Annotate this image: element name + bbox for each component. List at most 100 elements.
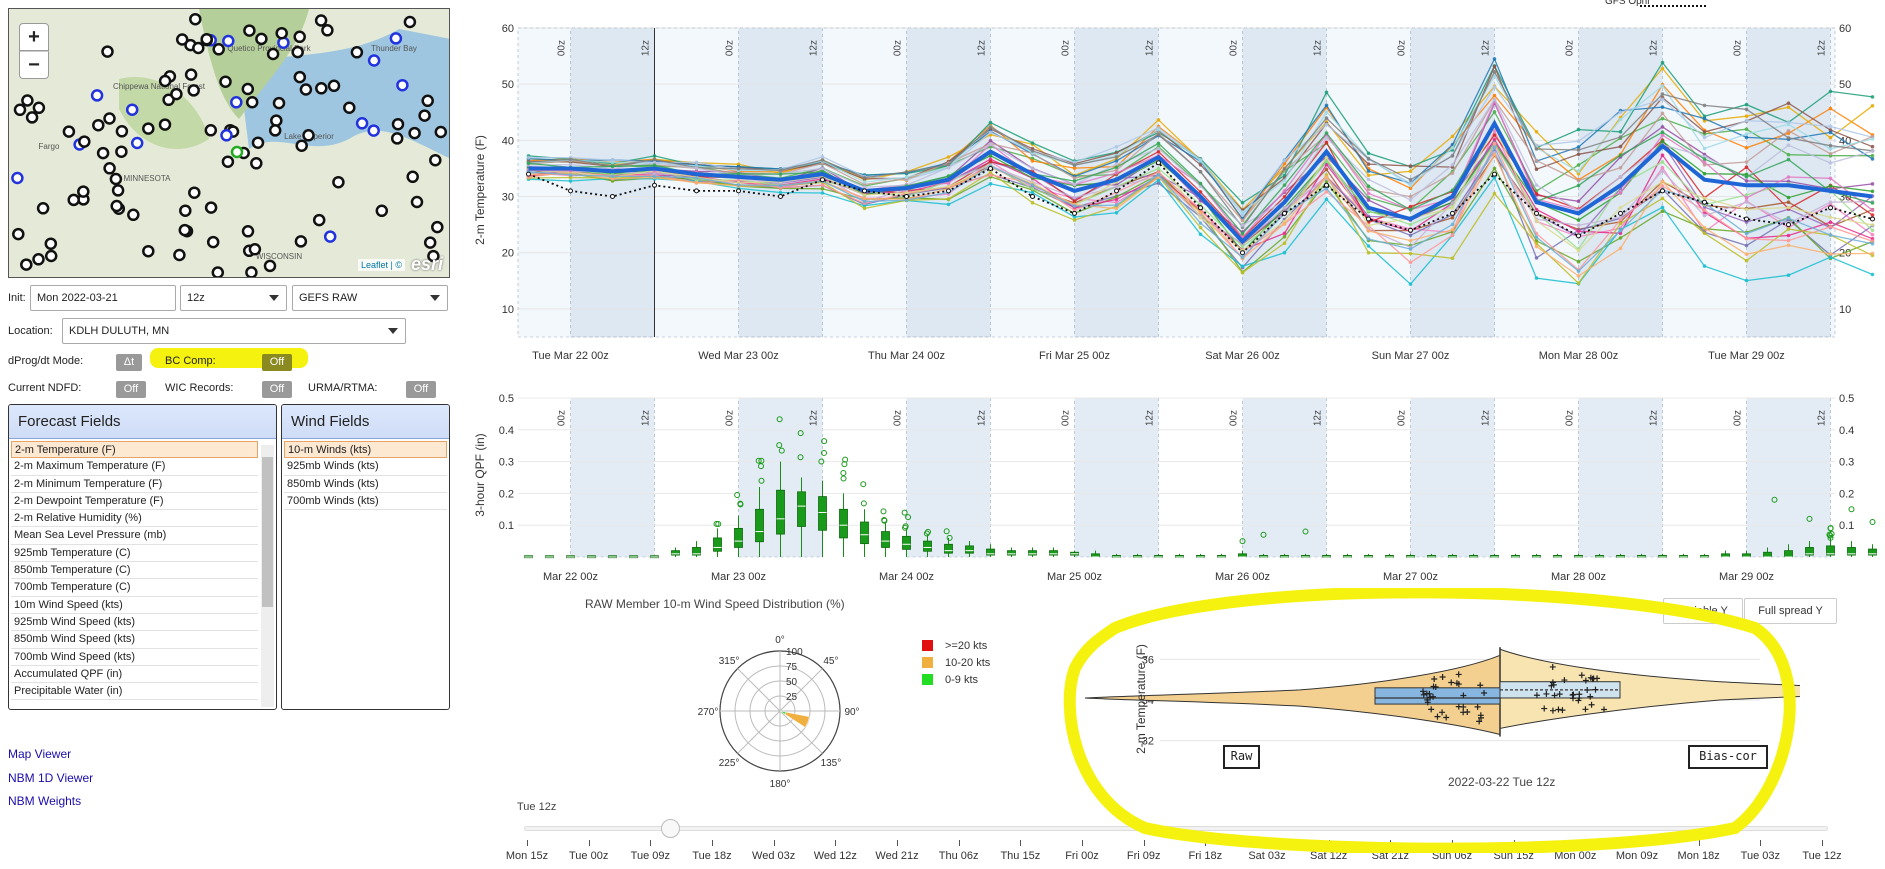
ensemble-member-point xyxy=(1744,252,1749,257)
ensemble-member-point xyxy=(862,176,867,180)
band-label-00z: 00z xyxy=(893,410,904,426)
init-hour-select[interactable]: 12z xyxy=(180,285,287,311)
station-marker xyxy=(115,145,128,158)
slider-tick-label: Sun 06z xyxy=(1431,850,1473,862)
ensemble-member-point xyxy=(1450,146,1455,150)
wind-rose-chart[interactable]: 100 75 50 25 0° 45° 90° 135° 180° 225° 270° 315° xyxy=(690,620,890,800)
gfs-opnl-point xyxy=(820,177,825,183)
ensemble-member-point xyxy=(1576,139,1581,143)
ensemble-member-point xyxy=(1828,143,1833,148)
ensemble-member-point xyxy=(1282,231,1287,236)
station-marker xyxy=(434,125,448,139)
station-marker xyxy=(110,199,123,213)
ensemble-member-point xyxy=(1702,116,1707,121)
legend-entry[interactable]: >=20 kts xyxy=(922,637,990,654)
forecast-field-item[interactable]: Accumulated QPF (in) xyxy=(11,666,258,684)
ensemble-member-point xyxy=(1408,169,1413,174)
forecast-field-item[interactable]: 700mb Wind Speed (kts) xyxy=(11,649,258,666)
forecast-field-item[interactable]: 850mb Temperature (C) xyxy=(11,562,258,580)
forecast-field-item[interactable]: 2-m Temperature (F) xyxy=(11,441,258,459)
ensemble-member-point xyxy=(1828,184,1833,188)
dprog-toggle[interactable]: Δt xyxy=(116,354,142,371)
location-select[interactable]: KDLH DULUTH, MN xyxy=(62,318,406,344)
ensemble-member-point xyxy=(820,183,825,187)
model-select[interactable]: GEFS RAW xyxy=(292,285,448,311)
time-slider-track[interactable] xyxy=(524,826,1828,831)
wind-field-item[interactable]: 850mb Winds (kts) xyxy=(284,476,447,493)
ensemble-member-point xyxy=(988,138,993,143)
ndfd-toggle[interactable]: Off xyxy=(116,381,146,398)
gfs-opnl-point xyxy=(1870,216,1875,222)
ensemble-member-point xyxy=(1828,89,1833,94)
qpf-outlier xyxy=(881,517,888,524)
wind-field-item[interactable]: 10-m Winds (kts) xyxy=(284,441,447,459)
slider-tick-label: Fri 18z xyxy=(1188,850,1223,862)
qpf-chart[interactable]: 00z 12z 00z 12z 00z 12z 00z 12z 00z 12z 00z 12z 00z 1… xyxy=(470,390,1885,590)
ensemble-member-point xyxy=(1492,137,1497,142)
ensemble-member-point xyxy=(736,166,741,171)
legend-swatch xyxy=(922,657,933,668)
map-viewer-link[interactable]: Map Viewer xyxy=(8,747,72,761)
ensemble-member-point xyxy=(694,166,699,170)
forecast-field-item[interactable]: 925mb Temperature (C) xyxy=(11,545,258,563)
nbm-weights-link[interactable]: NBM Weights xyxy=(8,794,82,808)
station-marker xyxy=(111,184,125,197)
qpf-outlier xyxy=(840,475,847,482)
qpf-outlier xyxy=(797,430,804,437)
wind-field-item[interactable]: 925mb Winds (kts) xyxy=(284,458,447,476)
zoom-out-button[interactable]: − xyxy=(19,51,49,79)
forecast-field-item[interactable]: 2-m Minimum Temperature (F) xyxy=(11,476,258,493)
forecast-field-item[interactable]: 2-m Dewpoint Temperature (F) xyxy=(11,493,258,511)
wind-fields-list[interactable]: 10-m Winds (kts) 925mb Winds (kts) 850mb W… xyxy=(282,439,449,511)
station-marker xyxy=(77,185,90,198)
forecast-field-item[interactable]: 2-m Maximum Temperature (F) xyxy=(11,458,258,476)
ensemble-member-point xyxy=(1702,103,1707,108)
forecast-fields-list[interactable]: 2-m Temperature (F) 2-m Maximum Temperatu… xyxy=(9,439,276,701)
ensemble-member-point xyxy=(1156,146,1161,151)
map-attribution[interactable]: Leaflet | © xyxy=(358,259,405,271)
wind-field-item[interactable]: 700mb Winds (kts) xyxy=(284,493,447,511)
ensemble-member-point xyxy=(778,168,783,173)
ensemble-member-point xyxy=(1366,177,1371,182)
temperature-chart[interactable]: 00z 12z 00z 12z 00z 12z 00z 12z 00z 12z 00z 12z 00z 1… xyxy=(470,0,1885,370)
ensemble-member-point xyxy=(694,176,699,180)
forecast-field-item[interactable]: 925mb Wind Speed (kts) xyxy=(11,614,258,632)
ensemble-member-point xyxy=(568,157,573,162)
wic-toggle[interactable]: Off xyxy=(262,381,292,398)
station-map[interactable]: Quetico Provincial Park Thunder Bay Chippe… xyxy=(8,8,450,278)
ensemble-member-point xyxy=(1366,162,1371,166)
slider-tick-mark xyxy=(1143,840,1145,846)
forecast-field-item[interactable]: Precipitable Water (in) xyxy=(11,683,258,701)
bc-comp-toggle[interactable]: Off xyxy=(262,354,292,371)
forecast-field-item[interactable]: 2-m Relative Humidity (%) xyxy=(11,510,258,528)
ensemble-member-point xyxy=(988,125,993,129)
band-label-00z: 00z xyxy=(725,410,736,426)
station-marker xyxy=(429,153,442,167)
forecast-field-item[interactable]: Mean Sea Level Pressure (mb) xyxy=(11,527,258,545)
forecast-field-item[interactable]: 700mb Temperature (C) xyxy=(11,579,258,597)
ensemble-member-point xyxy=(1744,135,1749,140)
time-slider-handle[interactable] xyxy=(661,819,680,838)
map-canvas[interactable]: Quetico Provincial Park Thunder Bay Chippe… xyxy=(9,9,450,278)
ensemble-member-point xyxy=(1366,237,1371,241)
ensemble-member-point xyxy=(988,159,993,164)
ensemble-member-point xyxy=(1828,220,1833,224)
ensemble-member-point xyxy=(1240,270,1245,275)
legend-entry[interactable]: 10-20 kts xyxy=(922,654,990,671)
forecast-fields-scrollbar[interactable] xyxy=(261,445,274,707)
nbm-1d-viewer-link[interactable]: NBM 1D Viewer xyxy=(8,771,94,785)
qpf-outlier xyxy=(737,501,744,508)
init-date-field[interactable]: Mon 2022-03-21 xyxy=(30,285,176,311)
forecast-field-item[interactable]: 850mb Wind Speed (kts) xyxy=(11,631,258,649)
ensemble-member-point xyxy=(1114,197,1119,202)
slider-tick-label: Mon 18z xyxy=(1677,850,1720,862)
ensemble-member-point xyxy=(1408,177,1413,182)
scrollbar-thumb[interactable] xyxy=(262,457,273,607)
urma-toggle[interactable]: Off xyxy=(406,381,436,398)
ensemble-member-point xyxy=(820,191,825,195)
legend-entry[interactable]: 0-9 kts xyxy=(922,671,990,688)
forecast-field-item[interactable]: 10m Wind Speed (kts) xyxy=(11,597,258,614)
zoom-in-button[interactable]: + xyxy=(19,23,49,51)
ensemble-member-point xyxy=(1282,158,1287,163)
